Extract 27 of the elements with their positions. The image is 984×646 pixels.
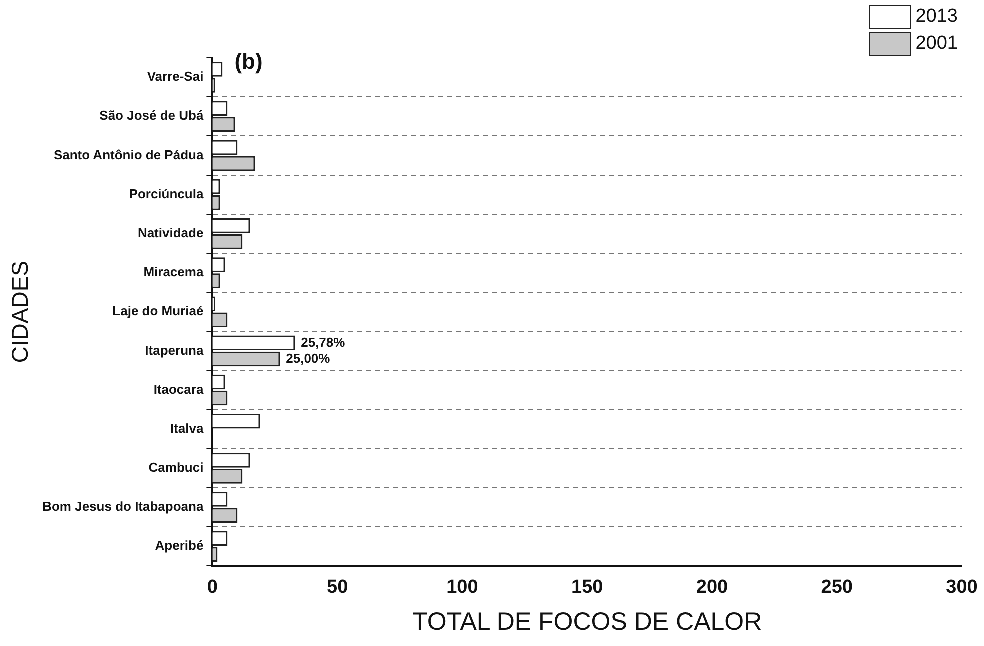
y-tick-label: Porciúncula	[129, 186, 204, 202]
x-tick-label: 200	[696, 576, 728, 598]
y-tick-label: São José de Ubá	[100, 108, 204, 124]
x-axis-title: TOTAL DE FOCOS DE CALOR	[412, 608, 762, 636]
x-tick-label: 300	[946, 576, 978, 598]
y-tick-label: Santo Antônio de Pádua	[54, 147, 204, 162]
y-tick-label: Miracema	[144, 264, 204, 280]
x-tick-label: 0	[207, 576, 218, 598]
y-tick-label: Itaperuna	[145, 342, 204, 358]
y-tick-label: Italva	[170, 420, 204, 436]
y-tick-label: Laje do Muriaé	[112, 304, 204, 319]
x-tick-label: 100	[446, 576, 478, 598]
y-axis-title: CIDADES	[7, 260, 34, 364]
x-tick-label: 50	[327, 576, 348, 598]
x-tick-label: 150	[571, 576, 604, 598]
y-tick-label: Varre-Sai	[147, 69, 204, 84]
y-tick-label: Aperibé	[155, 538, 204, 554]
y-tick-label: Itaocara	[154, 382, 204, 397]
annotation: 25,00%	[286, 350, 331, 366]
text: 2013	[916, 6, 958, 28]
annotation: 25,78%	[301, 334, 346, 350]
y-tick-label: Cambuci	[148, 460, 204, 476]
annotation: (b)	[234, 49, 263, 74]
x-tick-label: 250	[821, 576, 853, 598]
legend-label: 2001	[916, 32, 958, 54]
y-tick-label: Natividade	[138, 225, 204, 240]
y-tick-label: Bom Jesus do Itabapoana	[42, 499, 204, 514]
